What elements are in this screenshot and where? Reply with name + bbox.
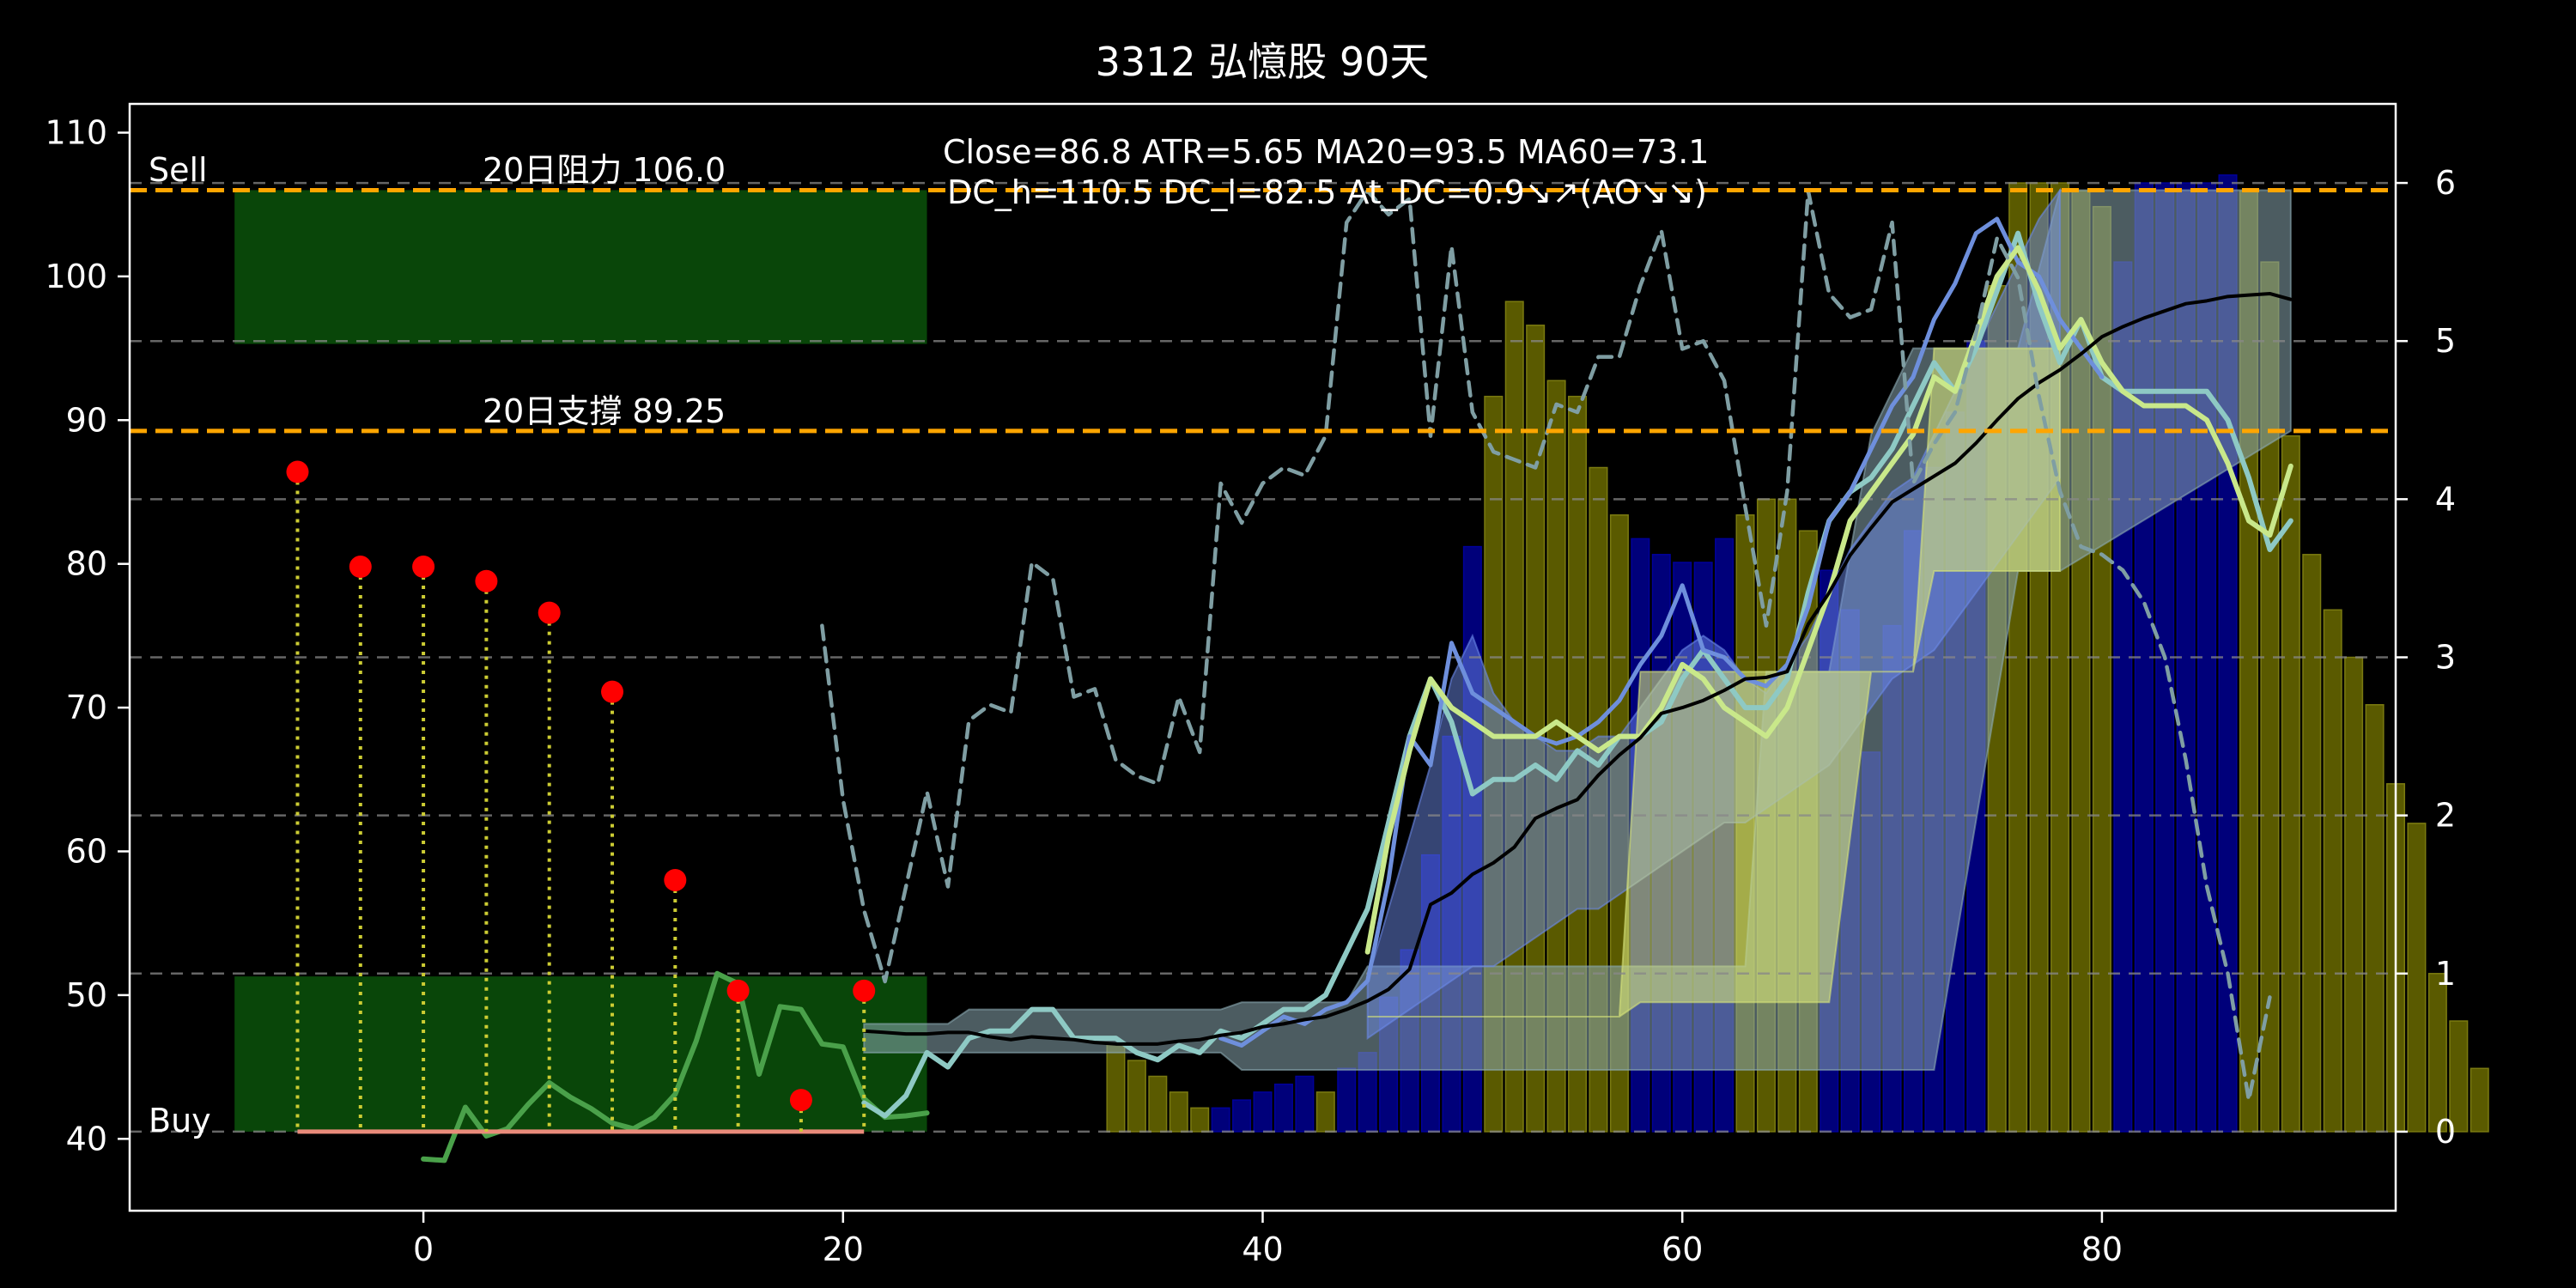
axes-layer: 0 20 40 60 80 40 50 60 70 80 90 100 110 0 1 2 3 4 5 6 xyxy=(45,113,2456,1268)
y-tick-label: 70 xyxy=(66,689,107,726)
stats-line-2: DC_h=110.5 DC_l=82.5 At_DC=0.9↘↗(AO↘↘) xyxy=(947,173,1707,211)
ao-bar xyxy=(2323,609,2342,1133)
stats-line-1: Close=86.8 ATR=5.65 MA20=93.5 MA60=73.1 xyxy=(943,133,1709,171)
series-line-4 xyxy=(862,291,2293,1046)
x-tick-label: 80 xyxy=(2081,1230,2123,1268)
hlines-layer xyxy=(130,187,2396,434)
ao-bar xyxy=(2407,823,2427,1133)
x-tick-label: 40 xyxy=(1242,1230,1283,1268)
y2-tick-label: 0 xyxy=(2435,1113,2456,1151)
y-tick-label: 40 xyxy=(66,1120,107,1157)
rsi-layer xyxy=(286,460,876,1134)
y-tick-label: 100 xyxy=(45,258,107,295)
inner-band xyxy=(1367,347,2062,1018)
rsi-point xyxy=(538,601,561,624)
series-line-1 xyxy=(861,230,2293,1119)
ao-bar xyxy=(2344,656,2364,1133)
ao-bar xyxy=(2281,434,2300,1133)
rsi-point xyxy=(664,868,687,891)
ao-bar xyxy=(1169,1091,1188,1133)
chart-title: 3312 弘憶股 90天 xyxy=(1096,39,1430,85)
ao-bar xyxy=(1273,1083,1293,1133)
rsi-point xyxy=(601,680,624,703)
y-tick-label: 50 xyxy=(66,976,107,1014)
y2-tick-label: 5 xyxy=(2435,322,2456,360)
sell-label: Sell xyxy=(149,151,208,189)
sell-zone xyxy=(234,190,927,344)
ao-bar xyxy=(2470,1067,2489,1133)
series-line-5 xyxy=(820,189,2272,1103)
ao-bar xyxy=(1253,1091,1273,1133)
rsi-point xyxy=(412,556,435,579)
rsi-point xyxy=(475,569,498,592)
y-tick-label: 110 xyxy=(45,113,107,151)
series-line-2 xyxy=(1218,216,2105,1048)
ao-bar xyxy=(2427,973,2447,1133)
buy-label: Buy xyxy=(149,1102,211,1139)
y2-tick-label: 4 xyxy=(2435,480,2456,518)
y2-tick-label: 2 xyxy=(2435,797,2456,835)
ao-bar xyxy=(1211,1107,1230,1133)
ao-bar xyxy=(1337,1067,1357,1133)
rsi-point xyxy=(349,556,372,579)
buy-zone xyxy=(234,976,927,1132)
x-tick-label: 0 xyxy=(413,1230,434,1268)
rsi-point xyxy=(789,1089,812,1112)
ao-bar xyxy=(1127,1060,1146,1133)
y-tick-label: 80 xyxy=(66,545,107,583)
resistance-label: 20日阻力 106.0 xyxy=(483,151,726,189)
x-tick-label: 60 xyxy=(1662,1230,1703,1268)
ao-bar xyxy=(2449,1020,2469,1133)
y2-tick-label: 3 xyxy=(2435,639,2456,677)
support-label: 20日支撐 89.25 xyxy=(483,392,726,430)
series-line-0 xyxy=(421,970,930,1163)
ao-bar xyxy=(2365,703,2385,1133)
bands-layer xyxy=(863,187,2292,1071)
rsi-point xyxy=(853,979,876,1002)
y-tick-label: 90 xyxy=(66,401,107,439)
ao-bar xyxy=(2302,554,2322,1133)
ao-bar xyxy=(1295,1075,1315,1133)
y2-tick-label: 1 xyxy=(2435,955,2456,993)
ao-bar xyxy=(1190,1107,1210,1133)
zones-layer xyxy=(234,190,927,1132)
rsi-point xyxy=(286,460,309,483)
lines-layer xyxy=(421,189,2293,1163)
ao-bar xyxy=(1232,1099,1252,1133)
ao-bar xyxy=(1315,1091,1335,1133)
ao-bar xyxy=(1106,1043,1126,1133)
ao-bar xyxy=(1148,1075,1168,1133)
y-tick-label: 60 xyxy=(66,832,107,870)
x-tick-label: 20 xyxy=(823,1230,864,1268)
rsi-point xyxy=(726,979,750,1002)
y2-tick-label: 6 xyxy=(2435,164,2456,202)
